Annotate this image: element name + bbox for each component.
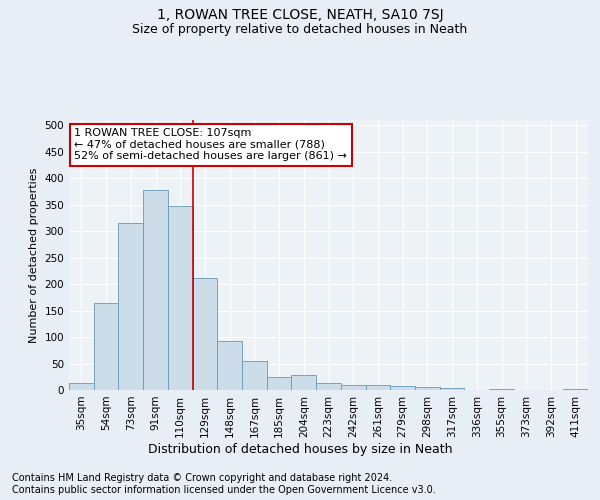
Bar [168,206,193,390]
Bar [94,302,118,390]
Bar [390,386,415,390]
Bar [118,223,143,390]
Y-axis label: Number of detached properties: Number of detached properties [29,168,39,342]
Bar [69,383,94,390]
Text: 1 ROWAN TREE CLOSE: 107sqm
← 47% of detached houses are smaller (788)
52% of sem: 1 ROWAN TREE CLOSE: 107sqm ← 47% of deta… [74,128,347,162]
Bar [267,377,292,390]
Text: Distribution of detached houses by size in Neath: Distribution of detached houses by size … [148,442,452,456]
Bar [193,278,217,390]
Bar [217,341,242,390]
Bar [489,389,514,390]
Bar [143,190,168,390]
Bar [292,375,316,390]
Bar [316,383,341,390]
Bar [415,388,440,390]
Text: Size of property relative to detached houses in Neath: Size of property relative to detached ho… [133,22,467,36]
Bar [242,362,267,390]
Text: 1, ROWAN TREE CLOSE, NEATH, SA10 7SJ: 1, ROWAN TREE CLOSE, NEATH, SA10 7SJ [157,8,443,22]
Bar [440,388,464,390]
Bar [563,389,588,390]
Text: Contains HM Land Registry data © Crown copyright and database right 2024.
Contai: Contains HM Land Registry data © Crown c… [12,474,436,495]
Bar [365,385,390,390]
Bar [341,384,365,390]
